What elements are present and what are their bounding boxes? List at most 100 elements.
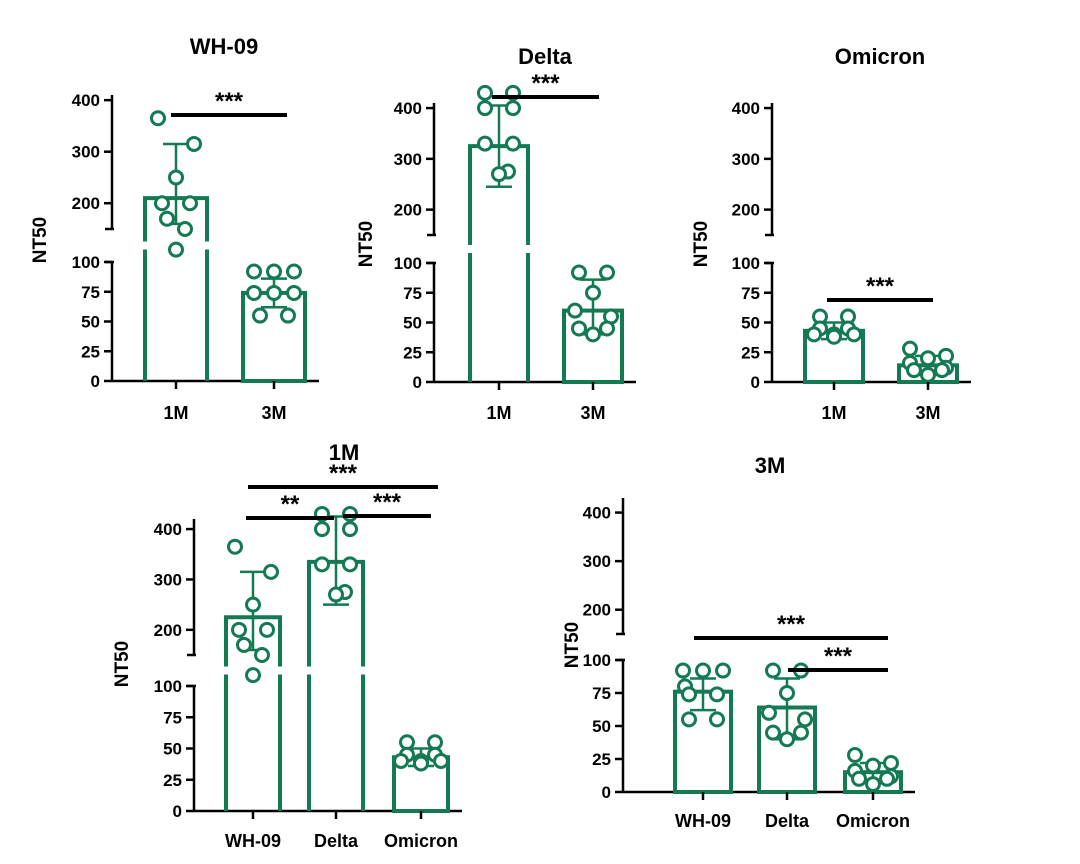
panel-title: 3M (755, 453, 786, 478)
axes (616, 498, 915, 794)
data-point (681, 711, 697, 728)
y-tick-label: 100 (583, 651, 611, 670)
x-tick-label: Delta (765, 811, 810, 831)
x-tick-label: 3M (261, 403, 286, 423)
significance-label: *** (373, 489, 402, 516)
axes (427, 103, 636, 384)
x-tick-label: WH-09 (225, 831, 281, 851)
bar-group-delta (757, 662, 817, 795)
significance-label: ** (281, 491, 300, 518)
y-tick-label: 75 (163, 708, 182, 727)
data-point (599, 264, 615, 281)
y-tick-label: 25 (163, 771, 182, 790)
bar-break-gap (466, 245, 532, 253)
panel-title: Delta (518, 44, 573, 69)
panel-title: 1M (329, 440, 360, 465)
bar-break-gap (305, 666, 367, 675)
data-point (168, 241, 184, 258)
data-point (571, 264, 587, 281)
bar-group-delta (305, 505, 367, 811)
data-point (851, 770, 867, 787)
panel-p3: Omicron NT50 0 25 50 75 100 200 300 400 1M 3M *** (691, 44, 971, 423)
y-tick-label: 400 (394, 99, 422, 118)
panel-p5: 3M NT50 0 25 50 75 100 200 300 400 WH-09 Delta Omicr… (562, 453, 915, 831)
data-point (236, 636, 252, 653)
x-tick-label: 1M (486, 403, 511, 423)
significance-label: *** (866, 273, 895, 300)
data-point (393, 753, 409, 769)
y-tick-label: 25 (592, 750, 611, 769)
data-point (902, 340, 918, 357)
y-tick-label: 400 (732, 99, 760, 118)
data-point (413, 755, 429, 772)
data-point (934, 362, 950, 379)
data-point (599, 320, 615, 337)
y-tick-label: 0 (751, 373, 760, 392)
panel-title: WH-09 (190, 34, 258, 59)
y-tick-label: 25 (403, 343, 422, 362)
y-tick-label: 75 (741, 284, 760, 303)
data-point (761, 704, 777, 721)
x-tick-label: Delta (314, 831, 359, 851)
data-point (806, 326, 822, 343)
y-tick-label: 50 (81, 313, 100, 332)
data-point (920, 350, 936, 367)
y-tick-label: 0 (602, 783, 611, 802)
data-point (920, 366, 936, 383)
significance-label: *** (824, 643, 853, 670)
data-point (585, 284, 601, 301)
data-point (491, 166, 507, 183)
data-point (779, 685, 795, 701)
y-tick-label: 300 (154, 570, 182, 589)
axes (765, 103, 971, 384)
data-point (779, 731, 795, 748)
significance-label: *** (215, 88, 244, 115)
bar-group-1m (466, 84, 532, 382)
bar-group-1m (141, 110, 211, 381)
data-point (186, 135, 202, 152)
y-tick-label: 200 (583, 601, 611, 620)
data-point (826, 328, 842, 345)
y-tick-label: 200 (394, 201, 422, 220)
y-axis-label: NT50 (691, 221, 712, 267)
y-tick-label: 400 (154, 520, 182, 539)
bar-group-omicron (843, 747, 903, 795)
x-tick-label: 1M (821, 403, 846, 423)
data-point (246, 263, 262, 280)
y-tick-label: 25 (741, 343, 760, 362)
x-tick-label: 3M (580, 403, 605, 423)
panel-p4: 1M NT50 0 25 50 75 100 200 300 400 WH-09 Delta Omicr… (112, 440, 462, 851)
data-point (765, 724, 781, 741)
x-tick-label: WH-09 (675, 811, 731, 831)
data-point (168, 169, 184, 186)
data-point (245, 667, 261, 684)
data-point (245, 596, 261, 613)
data-point (182, 195, 198, 212)
axes (105, 95, 319, 383)
data-point (263, 563, 279, 580)
data-point (477, 135, 493, 152)
data-point (231, 621, 247, 638)
data-point (286, 284, 302, 301)
y-tick-label: 300 (72, 143, 100, 162)
data-point (585, 326, 601, 343)
y-tick-label: 200 (154, 621, 182, 640)
y-axis-label: NT50 (562, 622, 583, 668)
data-point (314, 521, 330, 538)
data-point (571, 320, 587, 337)
y-tick-label: 100 (154, 677, 182, 696)
significance-label: *** (777, 611, 806, 638)
data-point (477, 84, 493, 101)
data-point (286, 263, 302, 280)
data-point (505, 135, 521, 152)
data-point (883, 754, 899, 771)
data-point (675, 662, 691, 679)
data-point (797, 711, 813, 728)
x-tick-label: Omicron (384, 831, 458, 851)
y-tick-label: 0 (173, 802, 182, 821)
y-tick-label: 0 (413, 373, 422, 392)
bar-group-3m (897, 340, 959, 384)
y-tick-label: 75 (592, 684, 611, 703)
data-point (254, 647, 270, 663)
data-point (266, 284, 282, 301)
